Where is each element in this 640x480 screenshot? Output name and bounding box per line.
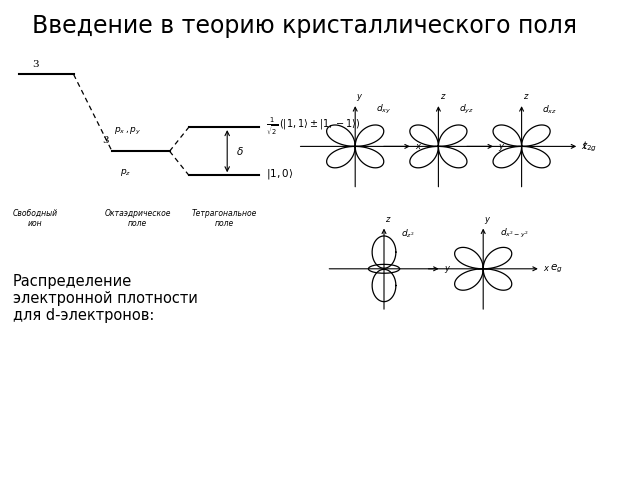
Text: $d_{z^2}$: $d_{z^2}$ <box>401 227 414 240</box>
Text: $d_{xz}$: $d_{xz}$ <box>542 103 557 116</box>
Text: $p_z$: $p_z$ <box>120 167 132 178</box>
Text: $p_x\,,p_y$: $p_x\,,p_y$ <box>114 126 141 137</box>
Text: y: y <box>444 264 449 273</box>
Text: z: z <box>385 215 390 224</box>
Text: z: z <box>440 92 444 101</box>
Text: $|1,0\rangle$: $|1,0\rangle$ <box>266 167 292 181</box>
Text: $\delta$: $\delta$ <box>236 145 243 157</box>
Text: $t_{2g}$: $t_{2g}$ <box>582 139 597 154</box>
Text: y: y <box>484 215 490 224</box>
Text: z: z <box>523 92 527 101</box>
Text: Введение в теорию кристаллического поля: Введение в теорию кристаллического поля <box>32 14 577 38</box>
Text: $d_{xy}$: $d_{xy}$ <box>376 103 391 116</box>
Text: x: x <box>543 264 548 273</box>
Text: 3: 3 <box>102 136 109 145</box>
Text: y: y <box>499 142 504 151</box>
Text: x: x <box>582 142 587 151</box>
Text: Распределение
электронной плотности
для d-электронов:: Распределение электронной плотности для … <box>13 274 198 324</box>
Text: $\frac{1}{\sqrt{2}}\,(|1,1\rangle\pm|1,-1\rangle)$: $\frac{1}{\sqrt{2}}\,(|1,1\rangle\pm|1,-… <box>266 115 360 137</box>
Text: $e_g$: $e_g$ <box>550 263 563 275</box>
Text: y: y <box>356 92 362 101</box>
Text: 3: 3 <box>32 60 38 69</box>
Text: Тетрагональное
поле: Тетрагональное поле <box>191 209 257 228</box>
Text: $d_{x^2-y^2}$: $d_{x^2-y^2}$ <box>500 227 529 240</box>
Text: $d_{yz}$: $d_{yz}$ <box>459 103 474 116</box>
Text: Свободный
ион: Свободный ион <box>13 209 58 228</box>
Text: x: x <box>415 142 420 151</box>
Text: Октаэдрическое
поле: Октаэдрическое поле <box>104 209 171 228</box>
